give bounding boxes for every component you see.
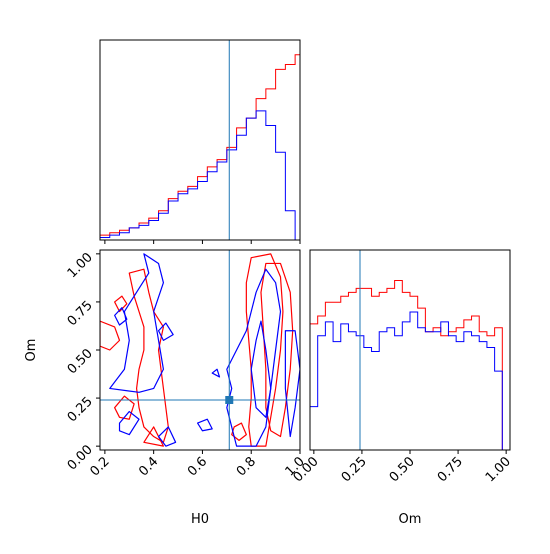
hist-om-series-2	[310, 311, 510, 450]
contour-series-2-level-4	[118, 410, 140, 436]
histogram-om-frame	[309, 249, 511, 451]
contour-series-2-level-3	[109, 253, 165, 393]
contour-y-tick-label: 1.00	[65, 250, 96, 281]
x-axis-label-h0: H0	[191, 512, 209, 527]
contour-series-1-level-4	[100, 320, 121, 351]
contour-y-tick-label: 0.50	[65, 346, 96, 377]
contour-x-tick-label: 0.4	[136, 454, 161, 479]
contour-series-1-level-8	[114, 295, 128, 313]
contour-series-2-level-5	[157, 322, 174, 341]
histogram-h0-frame	[99, 39, 301, 241]
hist-om-x-tick-label: 0.25	[339, 454, 370, 485]
y-axis-label-om: Om	[24, 339, 39, 362]
contour-series-2-level-10	[114, 307, 128, 326]
hist-h0-series-1	[100, 54, 300, 240]
contour-series-2-level-8	[284, 330, 300, 438]
hist-om-x-tick-label: 1.00	[483, 454, 514, 485]
contour-y-tick-label: 0.25	[65, 394, 96, 425]
contour-series-2-level-9	[157, 426, 177, 447]
x-axis-label-om: Om	[399, 512, 422, 527]
contour-series-2-level-2	[250, 320, 272, 418]
truth-marker	[225, 396, 234, 404]
contour-series-1-level-2	[260, 262, 294, 438]
hist-om-x-tick-label: 0.50	[387, 454, 418, 485]
contour-x-tick-label: 0.2	[87, 454, 112, 479]
contour-x-tick-label: 0.8	[234, 454, 259, 479]
contour-series-1-level-6	[231, 422, 247, 441]
contour-h0-om-panel: 0.2 0.4 0.6 0.8 1.00.000.250.500.751.00	[65, 249, 308, 479]
contour-series-2-level-7	[211, 368, 221, 378]
contour-x-tick-label: 0.6	[185, 454, 210, 479]
hist-om-x-tick-label: 0.75	[435, 454, 466, 485]
contour-series-1-level-5	[114, 395, 135, 420]
histogram-h0-panel	[99, 39, 301, 244]
contour-series-2-level-6	[196, 418, 213, 432]
hist-om-series-1	[310, 280, 510, 450]
histogram-om-panel: 0.00 0.25 0.50 0.75 1.00	[291, 249, 514, 485]
contour-y-tick-label: 0.75	[65, 298, 96, 329]
hist-h0-series-2	[100, 110, 300, 240]
